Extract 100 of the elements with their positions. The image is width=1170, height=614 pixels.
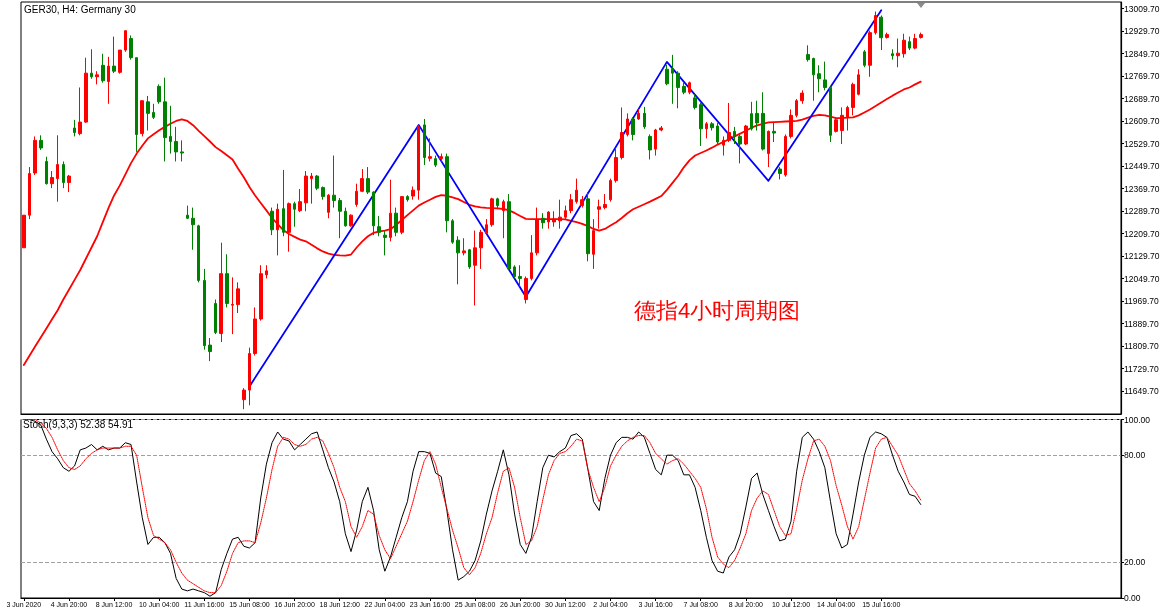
y-tick-label: 12289.70 xyxy=(1124,206,1160,217)
y-tick-label: 12849.70 xyxy=(1124,48,1160,59)
candlestick xyxy=(377,215,381,237)
candlestick xyxy=(78,86,82,136)
candlestick xyxy=(451,218,454,245)
candlestick xyxy=(761,91,765,151)
candlestick xyxy=(180,139,184,162)
candlestick xyxy=(626,112,629,137)
candlestick xyxy=(846,105,849,132)
candlestick xyxy=(496,197,499,210)
candlestick xyxy=(304,170,308,212)
candlestick xyxy=(146,95,150,132)
candlestick xyxy=(671,54,674,105)
candlestick xyxy=(332,155,336,209)
candlestick xyxy=(456,235,460,285)
candlestick xyxy=(321,185,325,201)
candlestick xyxy=(197,224,200,283)
candlestick xyxy=(28,166,31,220)
candlestick xyxy=(744,124,748,146)
candlestick xyxy=(502,199,505,239)
candlestick xyxy=(169,105,172,155)
candlestick xyxy=(389,179,392,242)
candlestick xyxy=(253,306,257,356)
candlestick xyxy=(140,100,144,137)
y-tick-label: 11729.70 xyxy=(1124,363,1160,374)
candlestick xyxy=(22,214,26,249)
candlestick xyxy=(434,155,437,168)
y-tick-label: 12369.70 xyxy=(1124,183,1160,194)
candlestick xyxy=(90,48,93,80)
y-tick-label: 12209.70 xyxy=(1124,228,1160,239)
candlestick xyxy=(186,205,189,220)
candlestick xyxy=(219,242,223,343)
candlestick xyxy=(575,178,578,205)
candlestick xyxy=(203,268,206,351)
candlestick xyxy=(693,93,697,110)
line-series xyxy=(22,80,922,366)
candlestick xyxy=(428,137,432,162)
candlestick xyxy=(507,193,511,271)
candlestick xyxy=(411,185,415,201)
candlestick xyxy=(344,207,347,228)
candlestick xyxy=(462,237,466,256)
candlestick xyxy=(569,193,573,214)
candlestick xyxy=(789,108,793,139)
y-tick-label: 11809.70 xyxy=(1124,341,1160,352)
candlestick xyxy=(157,83,161,105)
candlestick xyxy=(919,32,923,40)
candlestick xyxy=(829,85,832,143)
candlestick xyxy=(349,213,353,228)
candlestick xyxy=(360,168,364,193)
line-series xyxy=(248,9,883,388)
candlestick xyxy=(135,57,138,153)
candlestick xyxy=(665,64,669,86)
candlestick xyxy=(248,347,251,406)
candlestick xyxy=(293,201,296,228)
candlestick xyxy=(310,172,313,205)
candlestick xyxy=(445,153,449,233)
candlestick xyxy=(298,188,302,213)
candlestick xyxy=(857,68,860,96)
candlestick xyxy=(236,281,240,314)
candlestick xyxy=(755,100,759,132)
candlestick xyxy=(800,89,804,105)
candlestick xyxy=(39,134,43,151)
candlestick xyxy=(56,134,59,203)
candlestick xyxy=(372,190,375,236)
candlestick xyxy=(67,174,71,193)
candlestick xyxy=(592,218,595,270)
candlestick xyxy=(654,128,657,157)
candlestick xyxy=(530,234,533,281)
candlestick xyxy=(834,117,838,133)
candlestick xyxy=(423,118,426,166)
candlestick xyxy=(242,387,246,410)
candlestick xyxy=(874,11,877,36)
candlestick xyxy=(840,106,844,145)
candlestick xyxy=(620,106,624,160)
candlestick xyxy=(659,125,663,132)
candlestick xyxy=(231,276,234,335)
candlestick xyxy=(648,133,652,160)
candlestick xyxy=(485,218,488,235)
candlestick xyxy=(863,49,866,68)
candlestick xyxy=(699,102,703,147)
candlestick xyxy=(908,36,911,51)
candlestick xyxy=(400,195,404,235)
candlestick xyxy=(716,122,719,146)
candlestick xyxy=(558,199,562,230)
candlestick xyxy=(276,203,279,256)
candlestick xyxy=(45,156,48,186)
candlestick xyxy=(885,32,889,40)
candlestick xyxy=(637,108,640,121)
candlestick xyxy=(152,103,155,120)
y-tick-label: 20.00 xyxy=(1124,557,1146,568)
candlestick xyxy=(50,170,54,189)
candlestick xyxy=(750,101,753,132)
candlestick xyxy=(490,197,494,228)
candlestick xyxy=(355,183,358,208)
candlestick xyxy=(547,210,550,230)
candlestick xyxy=(564,205,567,220)
candlestick xyxy=(812,57,815,102)
candlestick xyxy=(513,264,516,279)
candlestick xyxy=(315,174,319,191)
candlestick xyxy=(338,197,342,239)
